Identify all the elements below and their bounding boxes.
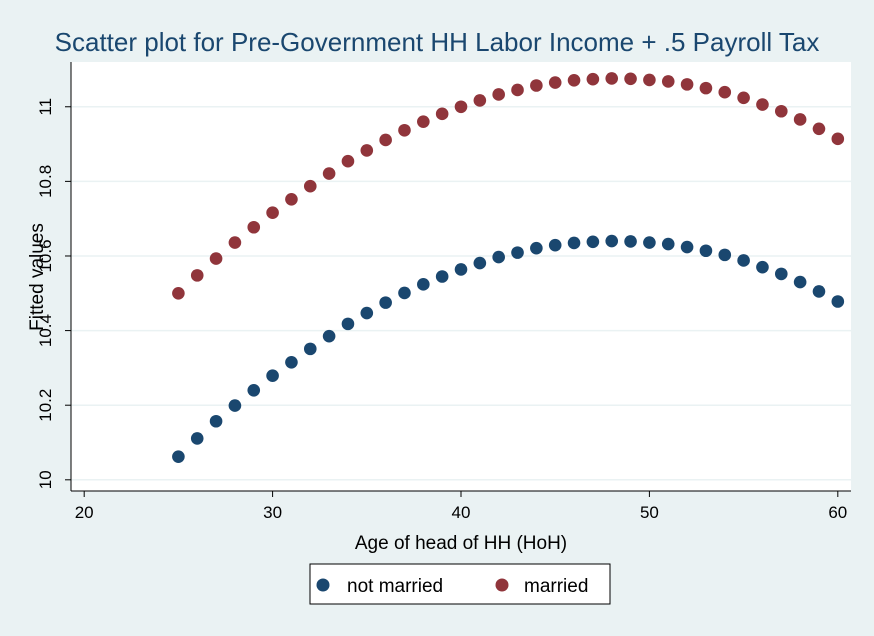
point-married [812, 122, 826, 136]
x-tick-label: 40 [452, 503, 471, 522]
point-not-married [718, 248, 732, 262]
legend-marker-not-married [316, 578, 330, 592]
point-not-married [228, 399, 242, 412]
point-not-married [567, 236, 581, 250]
point-married [285, 192, 298, 206]
point-not-married [285, 356, 298, 369]
axes [65, 62, 851, 497]
x-tick-labels: 20 30 40 50 60 [75, 503, 848, 522]
point-not-married [793, 275, 807, 289]
point-married [228, 236, 242, 249]
point-married [530, 79, 543, 92]
point-not-married [417, 278, 430, 291]
point-not-married [303, 342, 317, 356]
point-married [266, 206, 279, 220]
point-not-married [341, 317, 355, 331]
legend-box [309, 563, 611, 605]
point-married [661, 75, 675, 88]
point-married [774, 104, 788, 118]
point-married [379, 133, 392, 147]
chart-title: Scatter plot for Pre-Government HH Labor… [55, 27, 820, 57]
x-tick-label: 30 [263, 503, 282, 522]
y-tick-label: 11 [36, 98, 55, 116]
y-tick-label: 10.6 [36, 239, 55, 272]
point-married [341, 154, 355, 168]
point-not-married [190, 432, 204, 445]
point-not-married [435, 270, 449, 283]
point-not-married [247, 383, 261, 397]
point-not-married [209, 414, 223, 428]
point-married [605, 72, 619, 85]
point-married [511, 83, 524, 97]
point-not-married [398, 286, 411, 300]
point-not-married [624, 235, 637, 248]
point-married [417, 115, 430, 128]
y-axis-label: Fitted values [27, 223, 48, 331]
point-not-married [454, 263, 468, 276]
point-not-married [379, 296, 392, 309]
point-not-married [699, 244, 713, 258]
point-married [172, 286, 185, 300]
data-points [172, 72, 845, 463]
point-not-married [605, 234, 619, 248]
point-married [831, 132, 845, 146]
point-married [680, 78, 694, 91]
point-married [718, 85, 732, 99]
y-tick-label: 10.2 [36, 389, 55, 422]
point-married [567, 73, 581, 87]
y-tick-label: 10.8 [36, 165, 55, 198]
point-not-married [661, 237, 675, 251]
point-married [586, 72, 600, 86]
point-married [492, 88, 505, 101]
x-axis-label: Age of head of HH (HoH) [355, 533, 567, 554]
point-not-married [492, 250, 505, 264]
plot-area [71, 62, 851, 491]
point-not-married [511, 246, 524, 259]
point-not-married [266, 369, 279, 383]
point-married [756, 98, 769, 111]
point-not-married [831, 295, 845, 308]
point-married [473, 94, 487, 107]
legend-label-married: married [524, 576, 588, 597]
point-not-married [530, 241, 543, 255]
x-tick-label: 60 [828, 503, 847, 522]
x-tick-label: 50 [640, 503, 659, 522]
y-tick-label: 10 [36, 470, 55, 489]
point-not-married [473, 256, 487, 270]
point-married [209, 252, 223, 265]
legend: not married married [309, 563, 611, 605]
point-married [303, 179, 317, 193]
point-not-married [172, 450, 185, 463]
point-not-married [360, 306, 374, 320]
point-married [398, 123, 411, 137]
point-married [435, 107, 449, 121]
point-not-married [737, 254, 750, 267]
point-married [643, 73, 656, 87]
point-married [247, 220, 261, 234]
point-married [360, 144, 374, 157]
point-not-married [586, 235, 600, 249]
point-not-married [643, 236, 656, 249]
point-not-married [548, 238, 562, 252]
y-tick-label: 10.4 [36, 314, 55, 347]
point-not-married [680, 240, 694, 254]
legend-label-not-married: not married [347, 576, 443, 597]
point-married [322, 167, 336, 180]
point-not-married [756, 260, 769, 274]
point-married [190, 269, 204, 282]
point-not-married [774, 267, 788, 281]
point-married [548, 76, 562, 89]
point-not-married [322, 329, 336, 343]
point-married [737, 91, 750, 105]
legend-marker-married [495, 578, 509, 592]
y-tick-labels: 10 10.2 10.4 10.6 10.8 11 [36, 98, 55, 489]
x-tick-label: 20 [75, 503, 94, 522]
point-not-married [812, 285, 826, 298]
point-married [624, 72, 637, 86]
point-married [793, 113, 807, 126]
point-married [454, 100, 468, 114]
point-married [699, 81, 713, 95]
